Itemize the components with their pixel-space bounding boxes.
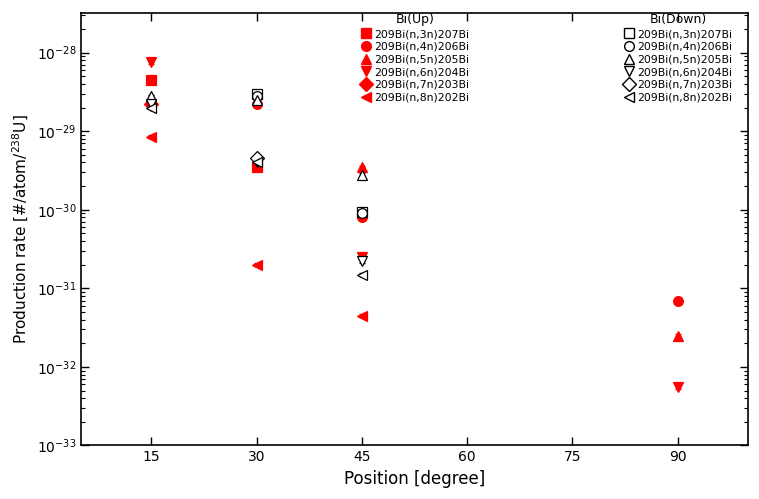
X-axis label: Position [degree]: Position [degree] xyxy=(344,470,485,488)
Legend: 209Bi(n,3n)207Bi, 209Bi(n,4n)206Bi, 209Bi(n,5n)205Bi, 209Bi(n,6n)204Bi, 209Bi(n,: 209Bi(n,3n)207Bi, 209Bi(n,4n)206Bi, 209B… xyxy=(622,10,735,106)
Y-axis label: Production rate [#/atom/$^{238}$U]: Production rate [#/atom/$^{238}$U] xyxy=(11,115,31,344)
